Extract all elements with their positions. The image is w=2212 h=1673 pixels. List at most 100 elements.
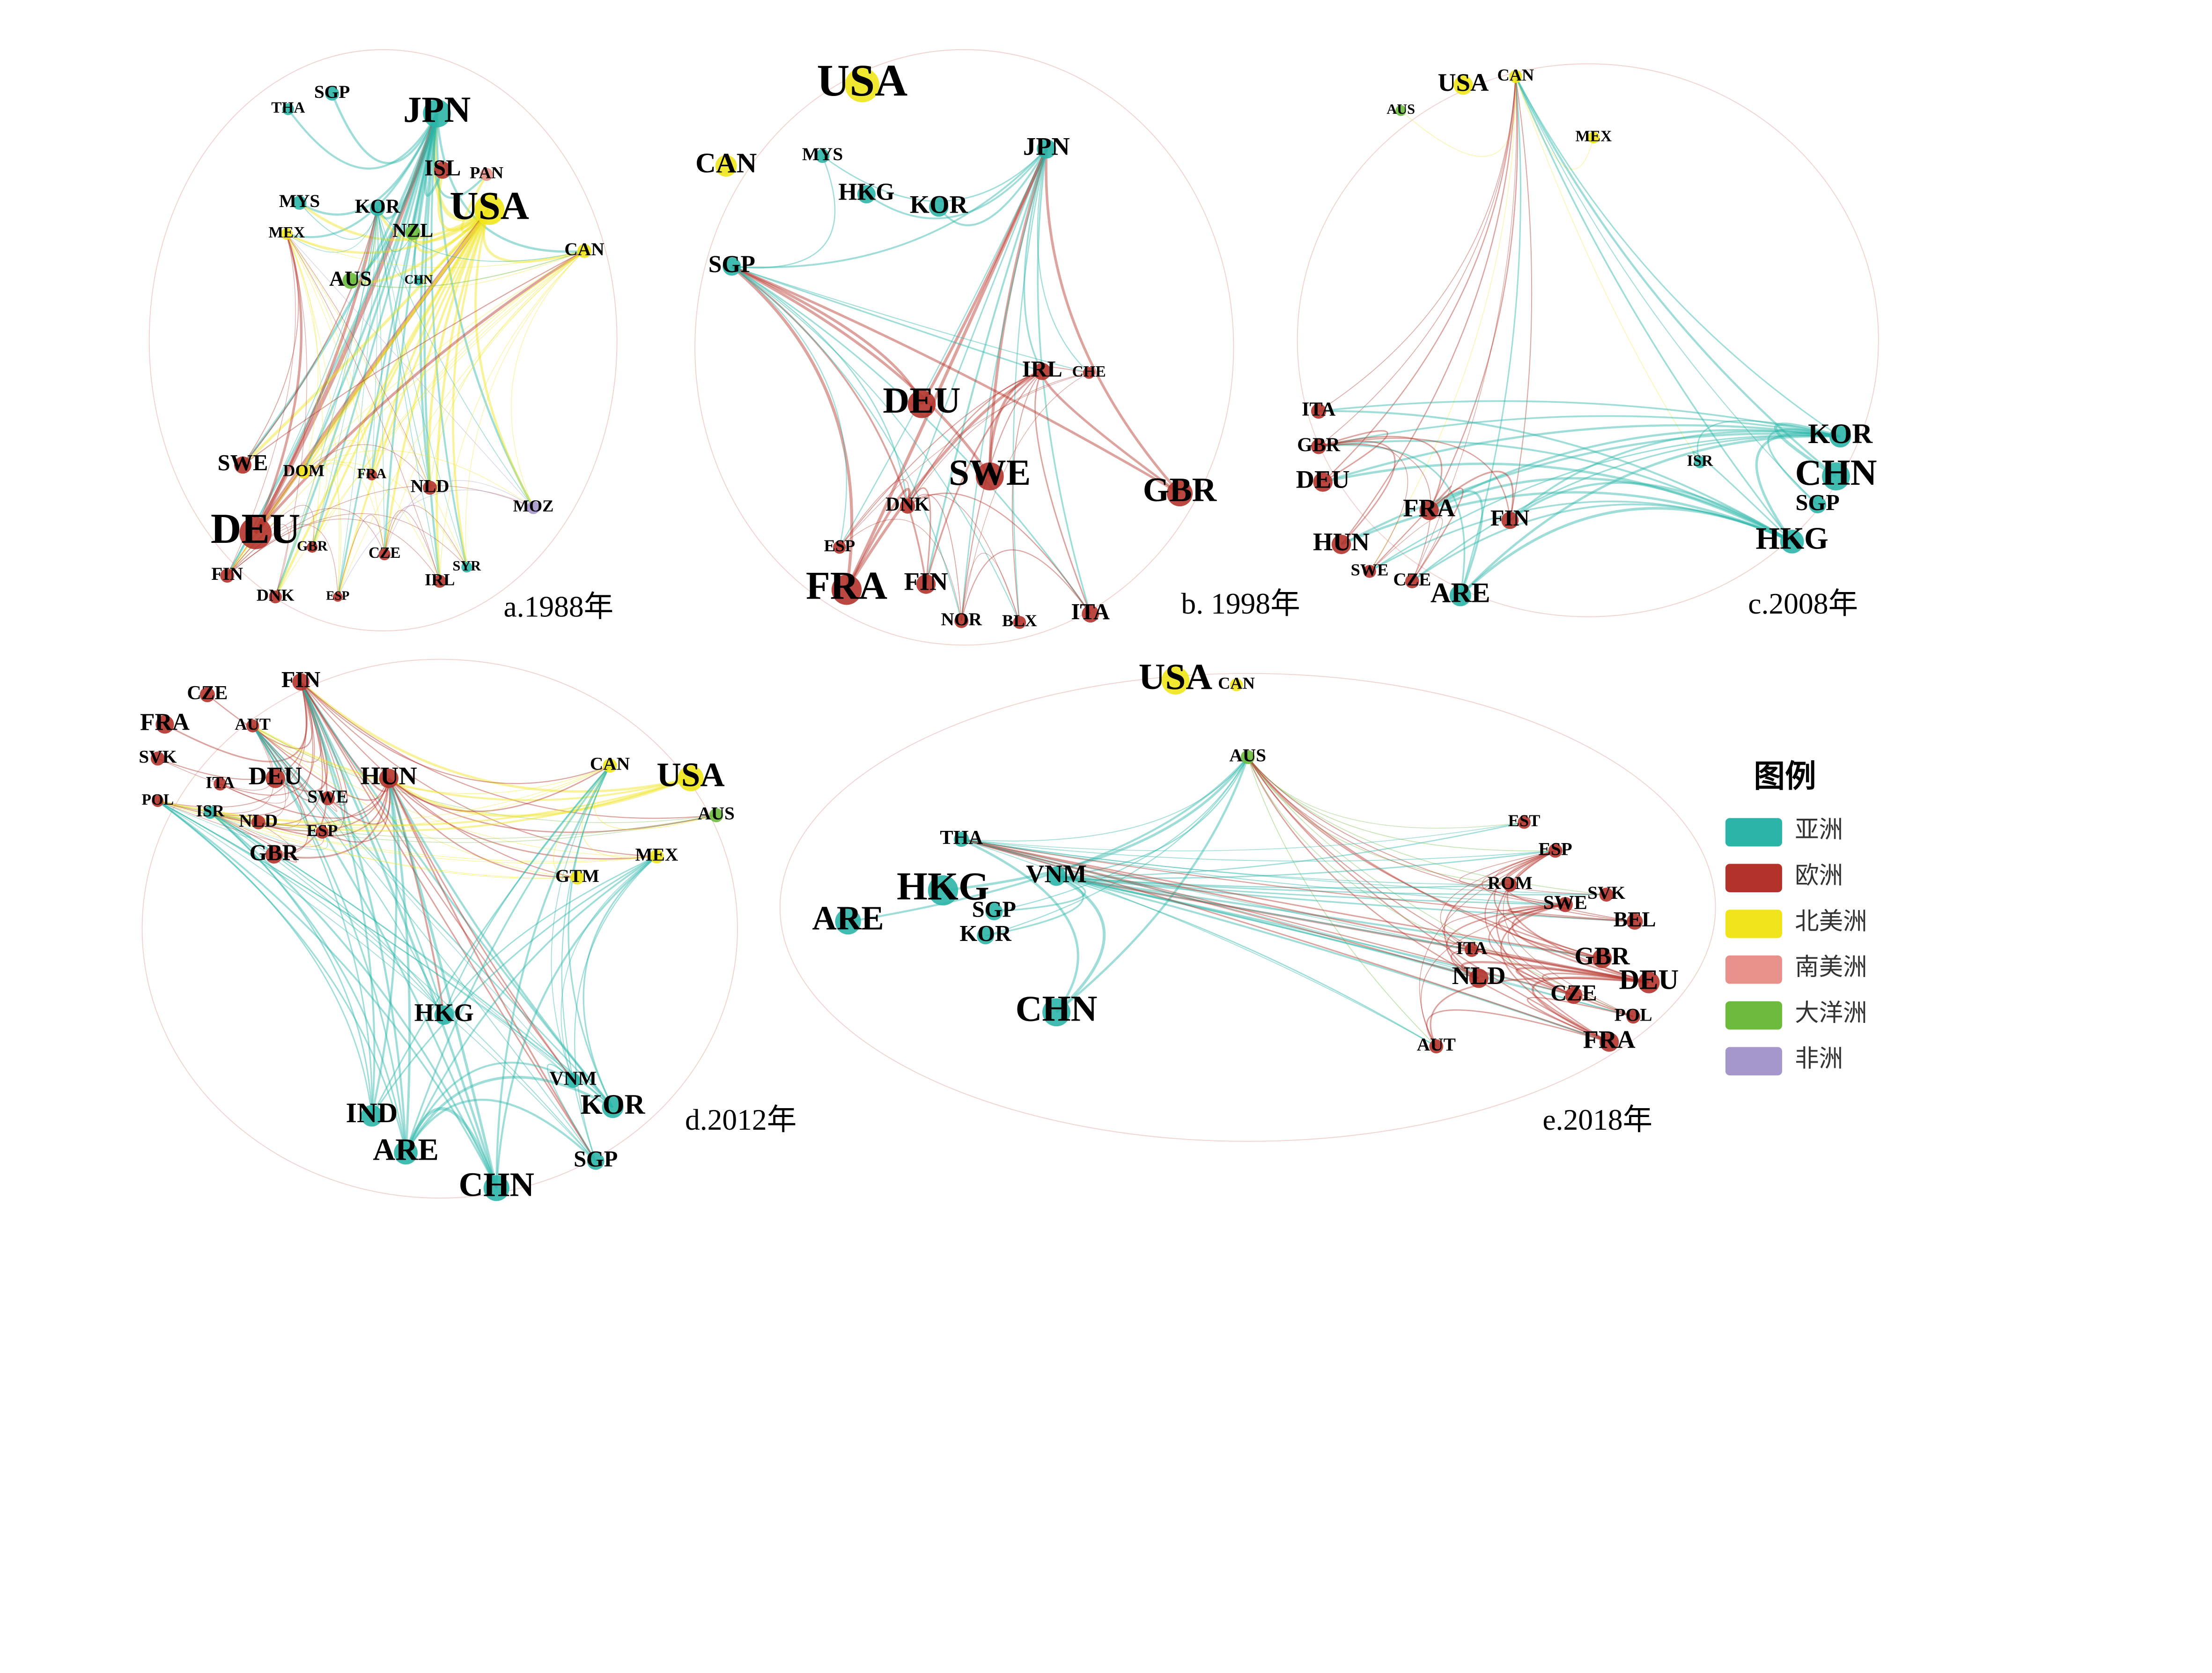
node: [602, 1096, 624, 1118]
edge: [253, 112, 439, 534]
edge: [1440, 850, 1556, 950]
edge: [1445, 903, 1565, 979]
edge: [157, 800, 498, 1189]
edge: [157, 725, 274, 814]
edge: [460, 174, 491, 233]
edge: [1419, 850, 1556, 1047]
node: [461, 562, 472, 573]
edge: [157, 800, 445, 1016]
node: [405, 225, 420, 240]
node-label: USA: [1438, 68, 1489, 96]
panel-outline: [141, 659, 738, 1199]
node: [1599, 888, 1614, 902]
legend-label: 北美洲: [1795, 908, 1867, 935]
node-label: ROM: [1488, 873, 1533, 893]
node-label: SWE: [949, 452, 1031, 493]
node-label: SGP: [314, 81, 350, 102]
node-label: FRA: [357, 466, 386, 481]
node-label: ITA: [1456, 938, 1488, 958]
edge: [731, 266, 927, 585]
node: [214, 777, 227, 791]
edge: [839, 518, 962, 621]
node-label: SVK: [139, 747, 177, 767]
edge: [1541, 972, 1649, 1017]
node-label: FRA: [140, 709, 190, 736]
edge: [920, 148, 1048, 405]
node: [833, 540, 846, 554]
node-label: ESP: [1539, 838, 1572, 859]
edge: [383, 113, 438, 555]
edges: [141, 49, 1879, 1199]
node-label: HKG: [838, 179, 894, 206]
node: [394, 1140, 418, 1165]
node: [975, 462, 1004, 491]
edge: [839, 479, 909, 548]
edge: [1037, 148, 1090, 373]
node: [977, 927, 995, 945]
node-label: CHN: [1016, 988, 1098, 1029]
node-label: USA: [450, 184, 529, 228]
node: [204, 806, 217, 819]
node: [577, 244, 591, 258]
node-label: DNK: [885, 493, 929, 515]
edge: [1247, 757, 1556, 851]
node-label: ISL: [424, 155, 461, 180]
edge: [1429, 429, 1841, 511]
node-label: GBR: [1143, 471, 1217, 509]
edge: [419, 113, 438, 488]
edge: [337, 113, 438, 597]
edge: [907, 372, 1089, 507]
node-label: DEU: [883, 380, 960, 421]
edge: [157, 765, 610, 822]
node-label: SYR: [452, 558, 481, 574]
edge: [210, 812, 577, 879]
edge: [337, 489, 534, 597]
node: [715, 155, 737, 177]
edge: [210, 725, 286, 821]
node: [1331, 534, 1351, 555]
edge: [210, 812, 289, 846]
edge: [551, 765, 611, 1081]
edge: [546, 1064, 597, 1162]
edge: [300, 681, 691, 793]
node: [251, 815, 265, 829]
edge: [1488, 904, 1574, 996]
edge: [1450, 949, 1610, 1043]
node-label: AUT: [1417, 1034, 1456, 1055]
node-label: HKG: [1755, 522, 1828, 556]
edge: [370, 113, 438, 475]
edge: [286, 208, 378, 253]
edge: [731, 265, 923, 405]
edge: [227, 485, 534, 576]
node: [1405, 574, 1419, 589]
edge: [1341, 76, 1517, 545]
edge: [210, 681, 313, 817]
edge: [303, 440, 372, 475]
edge: [731, 266, 847, 548]
node: [1465, 943, 1479, 957]
edge: [961, 839, 1565, 905]
edge: [961, 839, 1437, 1047]
edge: [1484, 850, 1574, 996]
edge: [1341, 491, 1793, 546]
edge: [252, 725, 610, 794]
edge: [302, 113, 438, 473]
edge: [383, 209, 491, 555]
node-label: DEU: [1619, 964, 1679, 996]
edge: [731, 266, 1043, 372]
edge: [252, 725, 657, 857]
edge: [1482, 850, 1565, 905]
edge: [1318, 444, 1466, 596]
edge: [1459, 850, 1556, 886]
node: [1829, 426, 1851, 448]
edge: [961, 839, 1510, 885]
edge: [1318, 443, 1408, 572]
edge: [553, 765, 611, 878]
edge: [253, 208, 492, 534]
edge: [384, 505, 467, 568]
edge: [1056, 850, 1556, 879]
node: [1161, 666, 1190, 695]
node-label: AUS: [1229, 745, 1266, 766]
panel-caption: c.2008年: [1748, 587, 1858, 620]
